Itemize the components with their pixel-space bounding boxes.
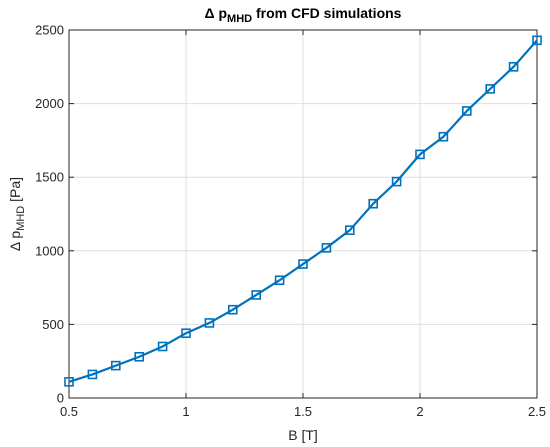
data-point [391,176,402,187]
data-point [368,198,379,209]
x-tick-label: 2.5 [528,404,546,419]
data-point [274,275,285,286]
data-point [134,351,144,362]
data-point [415,149,425,160]
data-point [485,84,496,94]
data-point [251,290,261,300]
ticks: 0.5 1 1.5 2 2.5 0 500 1000 1500 2000 2500 [35,23,546,420]
data-point [87,369,98,380]
data-point [298,259,308,269]
x-axis-label: B [T] [288,427,318,443]
data-point [157,341,168,352]
data-point [508,61,519,72]
x-tick-label: 1.5 [294,404,312,419]
data-point [438,131,449,142]
data-point [64,377,74,387]
x-tick-label: 2 [416,404,423,419]
chart-title: Δ pMHD from CFD simulations [205,5,402,25]
data-point [461,106,472,116]
y-axis-label-subscript: MHD [15,206,27,231]
chart-title-suffix: from CFD simulations [252,5,402,21]
data-point [532,35,542,46]
data-point [111,360,121,371]
data-point [344,225,355,235]
series [64,35,542,387]
y-tick-label: 1000 [35,243,64,258]
y-tick-label: 2000 [35,96,64,111]
y-axis-label: Δ pMHD [Pa] [7,177,27,251]
x-tick-label: 0.5 [60,404,78,419]
data-point [321,243,332,253]
data-point [204,318,215,328]
y-axis-label-suffix: [Pa] [7,177,23,206]
data-point [228,304,238,315]
chart-title-prefix: Δ p [205,5,228,21]
data-point [181,328,191,339]
y-tick-label: 0 [57,391,64,406]
y-tick-label: 2500 [35,23,64,38]
y-axis-label-prefix: Δ p [7,231,23,251]
chart-title-subscript: MHD [227,13,252,25]
y-tick-label: 500 [42,317,64,332]
x-tick-label: 1 [182,404,189,419]
series-line [68,39,538,383]
y-tick-label: 1500 [35,170,64,185]
